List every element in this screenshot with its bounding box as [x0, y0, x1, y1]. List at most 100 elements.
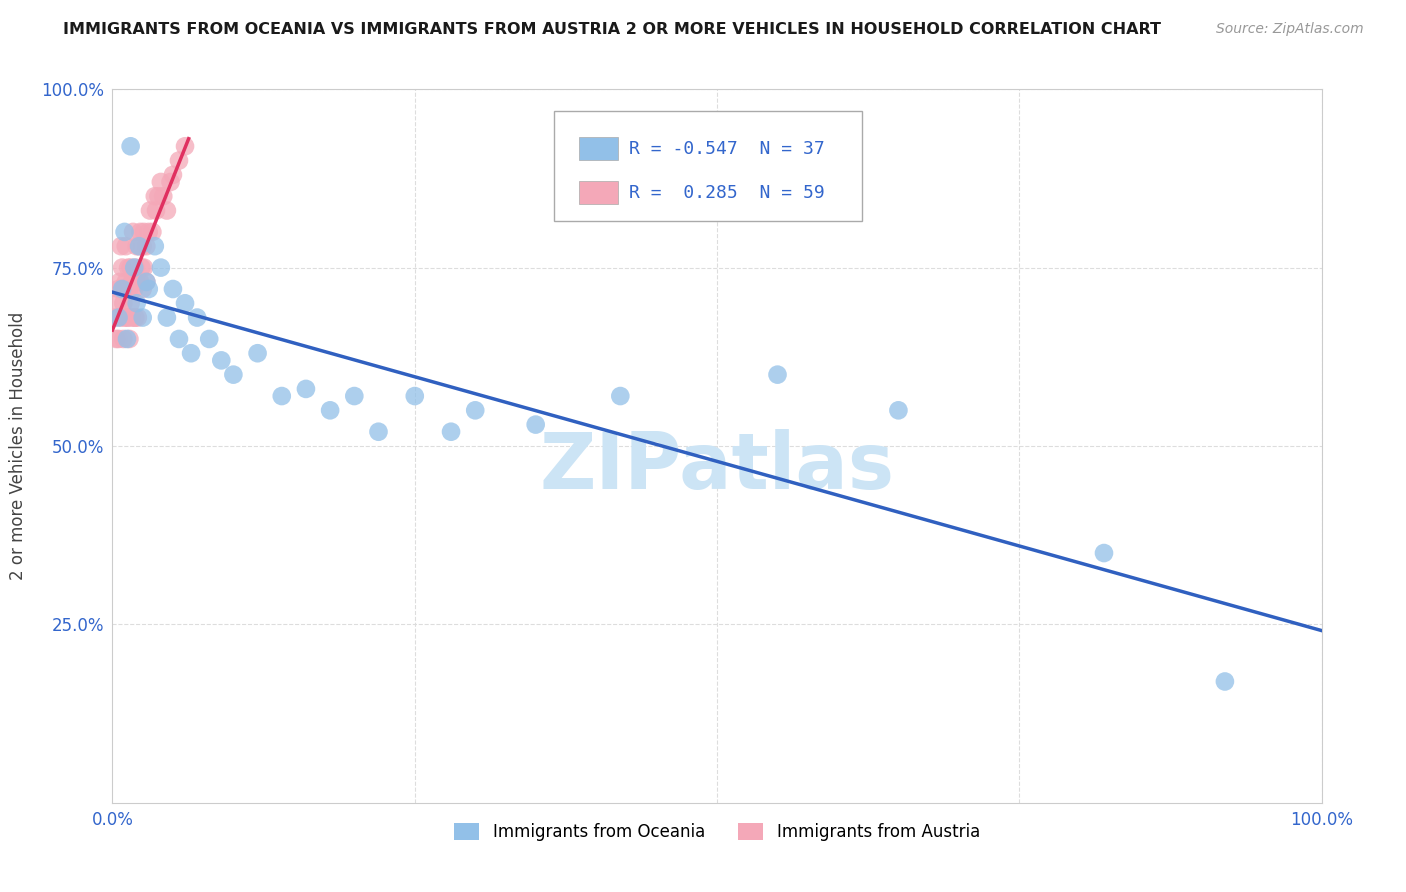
Point — [122, 260, 145, 275]
Point — [135, 275, 157, 289]
Point — [141, 225, 163, 239]
Point — [122, 310, 145, 325]
Point — [117, 310, 139, 325]
Point — [110, 310, 132, 325]
Point — [162, 168, 184, 182]
Point — [319, 403, 342, 417]
Point — [117, 260, 139, 275]
Point — [167, 332, 190, 346]
Point — [121, 310, 143, 325]
Point — [609, 389, 631, 403]
Point — [270, 389, 292, 403]
Point — [149, 175, 172, 189]
Text: Source: ZipAtlas.com: Source: ZipAtlas.com — [1216, 22, 1364, 37]
Point — [524, 417, 547, 432]
Point — [114, 225, 136, 239]
Point — [174, 296, 197, 310]
Text: IMMIGRANTS FROM OCEANIA VS IMMIGRANTS FROM AUSTRIA 2 OR MORE VEHICLES IN HOUSEHO: IMMIGRANTS FROM OCEANIA VS IMMIGRANTS FR… — [63, 22, 1161, 37]
Point — [125, 239, 148, 253]
Point — [112, 296, 135, 310]
Point — [132, 260, 155, 275]
Point — [115, 310, 138, 325]
Point — [222, 368, 245, 382]
Point — [121, 275, 143, 289]
Point — [143, 189, 166, 203]
Point — [162, 282, 184, 296]
Point — [1092, 546, 1115, 560]
Point — [132, 239, 155, 253]
Point — [131, 260, 153, 275]
Point — [367, 425, 389, 439]
Point — [167, 153, 190, 168]
Point — [118, 332, 141, 346]
Point — [135, 275, 157, 289]
Point — [120, 296, 142, 310]
FancyBboxPatch shape — [554, 111, 862, 221]
Point — [122, 282, 145, 296]
Point — [107, 282, 129, 296]
Point — [125, 296, 148, 310]
Point — [125, 275, 148, 289]
Text: R =  0.285  N = 59: R = 0.285 N = 59 — [628, 184, 824, 202]
Point — [135, 239, 157, 253]
Point — [120, 139, 142, 153]
Point — [114, 282, 136, 296]
Point — [246, 346, 269, 360]
Point — [143, 239, 166, 253]
Point — [111, 260, 134, 275]
Point — [111, 282, 134, 296]
Point — [122, 225, 145, 239]
Point — [149, 260, 172, 275]
Point — [128, 275, 150, 289]
Point — [128, 239, 150, 253]
Point — [114, 310, 136, 325]
FancyBboxPatch shape — [579, 137, 617, 160]
Point — [107, 332, 129, 346]
Point — [138, 282, 160, 296]
Point — [148, 189, 170, 203]
Point — [128, 239, 150, 253]
Point — [766, 368, 789, 382]
Point — [105, 332, 128, 346]
Y-axis label: 2 or more Vehicles in Household: 2 or more Vehicles in Household — [10, 312, 27, 580]
Point — [127, 310, 149, 325]
FancyBboxPatch shape — [579, 181, 617, 204]
Point — [404, 389, 426, 403]
Point — [159, 175, 181, 189]
Point — [124, 310, 146, 325]
Point — [122, 275, 145, 289]
Point — [145, 203, 167, 218]
Point — [138, 225, 160, 239]
Point — [108, 275, 131, 289]
Text: R = -0.547  N = 37: R = -0.547 N = 37 — [628, 139, 824, 158]
Point — [112, 332, 135, 346]
Point — [887, 403, 910, 417]
Point — [186, 310, 208, 325]
Point — [111, 282, 134, 296]
Point — [1213, 674, 1236, 689]
Point — [295, 382, 318, 396]
Point — [118, 282, 141, 296]
Point — [132, 225, 155, 239]
Point — [139, 203, 162, 218]
Point — [440, 425, 463, 439]
Point — [156, 203, 179, 218]
Text: ZIPatlas: ZIPatlas — [540, 429, 894, 506]
Point — [343, 389, 366, 403]
Point — [156, 310, 179, 325]
Point — [104, 310, 127, 325]
Point — [180, 346, 202, 360]
Point — [124, 260, 146, 275]
Point — [174, 139, 197, 153]
Point — [129, 275, 152, 289]
Point — [115, 332, 138, 346]
Point — [464, 403, 486, 417]
Point — [132, 310, 155, 325]
Point — [107, 310, 129, 325]
Point — [198, 332, 221, 346]
Point — [209, 353, 232, 368]
Point — [110, 239, 132, 253]
Point — [120, 260, 142, 275]
Point — [114, 239, 136, 253]
Point — [114, 275, 136, 289]
